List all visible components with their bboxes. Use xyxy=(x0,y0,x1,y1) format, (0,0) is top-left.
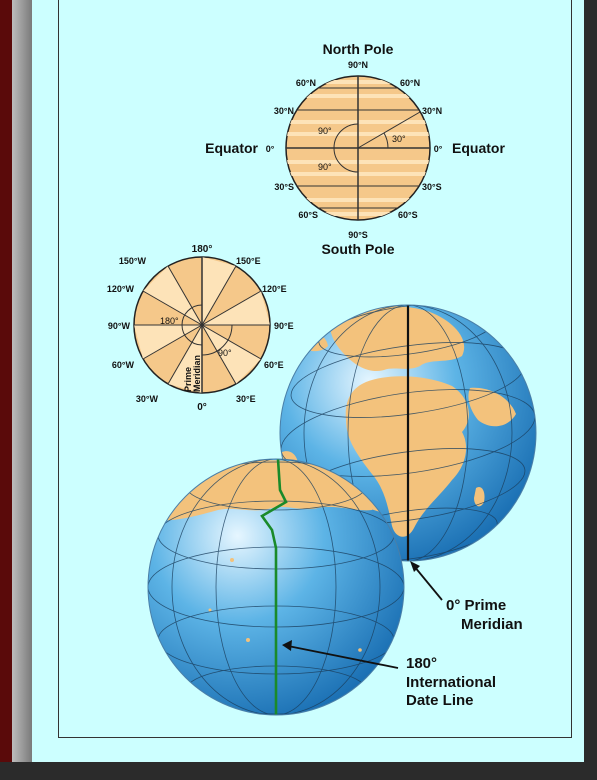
prime-meridian-callout-1: 0° Prime xyxy=(446,597,506,614)
date-line-arrow xyxy=(287,645,399,669)
date-line-path xyxy=(260,459,288,715)
lat-left-60n: 60°N xyxy=(296,78,316,88)
lat-right-60s: 60°S xyxy=(398,210,418,220)
equator-right-label: Equator xyxy=(452,140,505,156)
lat-90n-label: 90°N xyxy=(348,60,368,70)
frame-right-border xyxy=(584,0,597,780)
date-line-callout-1: 180° xyxy=(406,655,437,672)
lat-left-30n: 30°N xyxy=(274,106,294,116)
lon-30w: 30°W xyxy=(136,394,159,404)
prime-meridian-callout-2: Meridian xyxy=(461,616,523,633)
date-line-callout-3: Date Line xyxy=(406,692,474,709)
content-rule-bottom xyxy=(58,737,572,738)
lon-angle-90: 90° xyxy=(218,348,232,358)
lat-right-30n: 30°N xyxy=(422,106,442,116)
north-pole-label: North Pole xyxy=(323,41,394,57)
prime-meridian-rot-2: Meridian xyxy=(192,355,202,392)
prime-meridian-rot-1: Prime xyxy=(183,367,193,392)
callout-arrows xyxy=(282,561,443,669)
lon-150e: 150°E xyxy=(236,256,261,266)
longitude-diagram: 180° 150°W 120°W 90°W 60°W 30°W 150°E 12… xyxy=(107,244,294,413)
lat-angle-small: 30° xyxy=(392,134,406,144)
content-rule-left xyxy=(58,0,59,738)
lon-30e: 30°E xyxy=(236,394,256,404)
lon-angle-180: 180° xyxy=(160,316,179,326)
date-line-callout-2: International xyxy=(406,674,496,691)
lon-180-label: 180° xyxy=(192,244,213,255)
globe-date-line xyxy=(147,458,405,716)
lon-120w: 120°W xyxy=(107,284,135,294)
equator-left-label: Equator xyxy=(205,140,258,156)
europe-landmass xyxy=(329,306,465,372)
content-rule-right xyxy=(571,0,572,738)
prime-meridian-arrow xyxy=(413,565,443,601)
lon-120e: 120°E xyxy=(262,284,287,294)
frame-left-border xyxy=(0,0,12,780)
lat-right-60n: 60°N xyxy=(400,78,420,88)
lon-90e: 90°E xyxy=(274,321,294,331)
lon-90w: 90°W xyxy=(108,321,131,331)
lon-60w: 60°W xyxy=(112,360,135,370)
lon-60e: 60°E xyxy=(264,360,284,370)
latitude-diagram: North Pole 90°N 90°S South Pole 60°N 30°… xyxy=(205,41,505,257)
lat-angle-lower: 90° xyxy=(318,162,332,172)
lat-left-30s: 30°S xyxy=(274,182,294,192)
lat-angle-upper: 90° xyxy=(318,126,332,136)
lon-0-label: 0° xyxy=(197,402,207,413)
frame-left-bevel xyxy=(12,0,32,780)
lat-right-30s: 30°S xyxy=(422,182,442,192)
lat-90s-label: 90°S xyxy=(348,230,368,240)
equator-left-degree: 0° xyxy=(266,144,275,154)
frame-bottom-border xyxy=(0,762,597,780)
south-pole-label: South Pole xyxy=(321,241,394,257)
lat-left-60s: 60°S xyxy=(298,210,318,220)
equator-right-degree: 0° xyxy=(434,144,443,154)
lon-150w: 150°W xyxy=(119,256,147,266)
